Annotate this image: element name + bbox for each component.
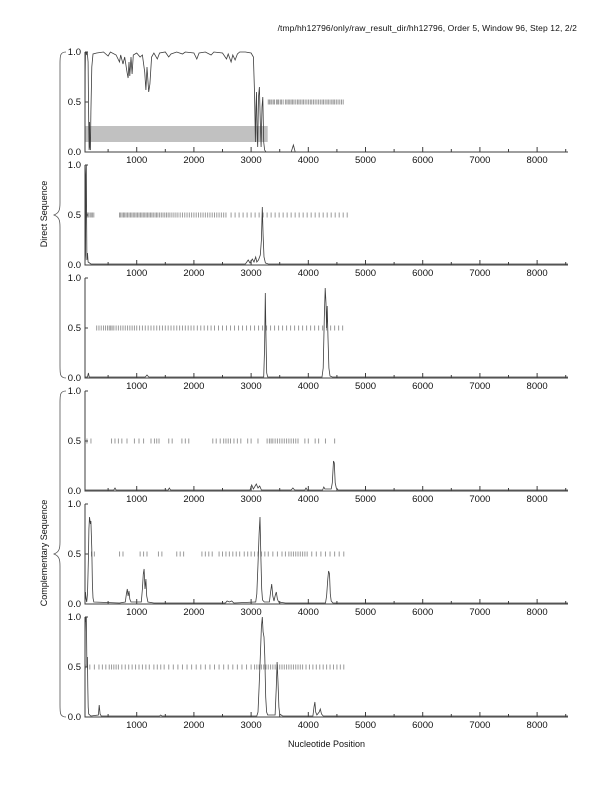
y-tick-label: 1.0 — [68, 273, 81, 284]
x-tick-label: 4000 — [298, 381, 319, 392]
x-tick-label: 3000 — [241, 494, 262, 505]
x-tick-label: 5000 — [355, 607, 376, 618]
highlight-band — [85, 126, 268, 142]
x-tick-label: 3000 — [241, 268, 262, 279]
x-tick-label: 6000 — [412, 155, 433, 166]
x-tick-label: 2000 — [183, 268, 204, 279]
x-tick-label: 4000 — [298, 494, 319, 505]
x-tick-label: 2000 — [183, 155, 204, 166]
x-tick-label: 3000 — [241, 381, 262, 392]
y-tick-label: 0.0 — [68, 486, 81, 497]
x-tick-label: 3000 — [241, 155, 262, 166]
y-tick-label: 1.0 — [68, 47, 81, 58]
y-tick-label: 1.0 — [68, 612, 81, 623]
panel-axes — [84, 391, 568, 492]
x-tick-label: 6000 — [412, 607, 433, 618]
x-tick-label: 1000 — [126, 607, 147, 618]
y-tick-label: 0.0 — [68, 147, 81, 158]
probability-curve-complementary-frame-2 — [84, 516, 568, 604]
x-tick-label: 5000 — [355, 720, 376, 731]
x-tick-label: 3000 — [241, 720, 262, 731]
x-tick-label: 5000 — [355, 155, 376, 166]
y-tick-label: 0.5 — [68, 549, 81, 560]
y-tick-label: 0.0 — [68, 373, 81, 384]
y-tick-label: 0.5 — [68, 210, 81, 221]
x-tick-label: 7000 — [469, 155, 490, 166]
y-tick-label: 1.0 — [68, 160, 81, 171]
x-tick-label: 2000 — [183, 381, 204, 392]
x-tick-label: 1000 — [126, 720, 147, 731]
y-tick-label: 0.0 — [68, 712, 81, 723]
x-tick-label: 8000 — [527, 494, 548, 505]
y-tick-label: 0.5 — [68, 436, 81, 447]
probability-curve-direct-frame-2 — [84, 164, 568, 265]
group-brace — [52, 51, 67, 379]
y-tick-label: 0.0 — [68, 260, 81, 271]
probability-curve-complementary-frame-3 — [84, 616, 568, 717]
x-tick-label: 7000 — [469, 607, 490, 618]
probability-curve-complementary-frame-1 — [85, 460, 568, 491]
x-tick-label: 6000 — [412, 494, 433, 505]
x-tick-label: 1000 — [126, 155, 147, 166]
probability-curve-direct-frame-3 — [85, 287, 568, 378]
y-tick-label: 0.5 — [68, 662, 81, 673]
x-tick-label: 2000 — [183, 494, 204, 505]
x-tick-label: 4000 — [298, 268, 319, 279]
x-tick-label: 5000 — [355, 494, 376, 505]
y-tick-label: 1.0 — [68, 386, 81, 397]
x-tick-label: 6000 — [412, 268, 433, 279]
page-title: /tmp/hh12796/only/raw_result_dir/hh12796… — [277, 23, 577, 33]
x-tick-label: 4000 — [298, 720, 319, 731]
probability-curve-direct-frame-1 — [84, 51, 568, 153]
y-tick-label: 0.0 — [68, 599, 81, 610]
x-tick-label: 3000 — [241, 607, 262, 618]
x-tick-label: 7000 — [469, 268, 490, 279]
x-tick-label: 8000 — [527, 268, 548, 279]
x-tick-label: 5000 — [355, 268, 376, 279]
x-tick-label: 6000 — [412, 381, 433, 392]
panel-axes — [84, 504, 568, 605]
x-tick-label: 8000 — [527, 155, 548, 166]
x-tick-label: 7000 — [469, 494, 490, 505]
group-brace — [52, 390, 67, 718]
x-tick-label: 7000 — [469, 720, 490, 731]
x-tick-label: 1000 — [126, 381, 147, 392]
x-tick-label: 8000 — [527, 607, 548, 618]
y-tick-label: 0.5 — [68, 97, 81, 108]
x-tick-label: 5000 — [355, 381, 376, 392]
x-tick-label: 8000 — [527, 720, 548, 731]
x-tick-label: 2000 — [183, 720, 204, 731]
x-tick-label: 2000 — [183, 607, 204, 618]
x-tick-label: 7000 — [469, 381, 490, 392]
x-tick-label: 1000 — [126, 494, 147, 505]
y-tick-label: 0.5 — [68, 323, 81, 334]
x-tick-label: 8000 — [527, 381, 548, 392]
x-tick-label: 4000 — [298, 155, 319, 166]
x-tick-label: 6000 — [412, 720, 433, 731]
x-axis-title: Nucleotide Position — [287, 739, 366, 749]
x-tick-label: 4000 — [298, 607, 319, 618]
x-tick-label: 1000 — [126, 268, 147, 279]
y-tick-label: 1.0 — [68, 499, 81, 510]
